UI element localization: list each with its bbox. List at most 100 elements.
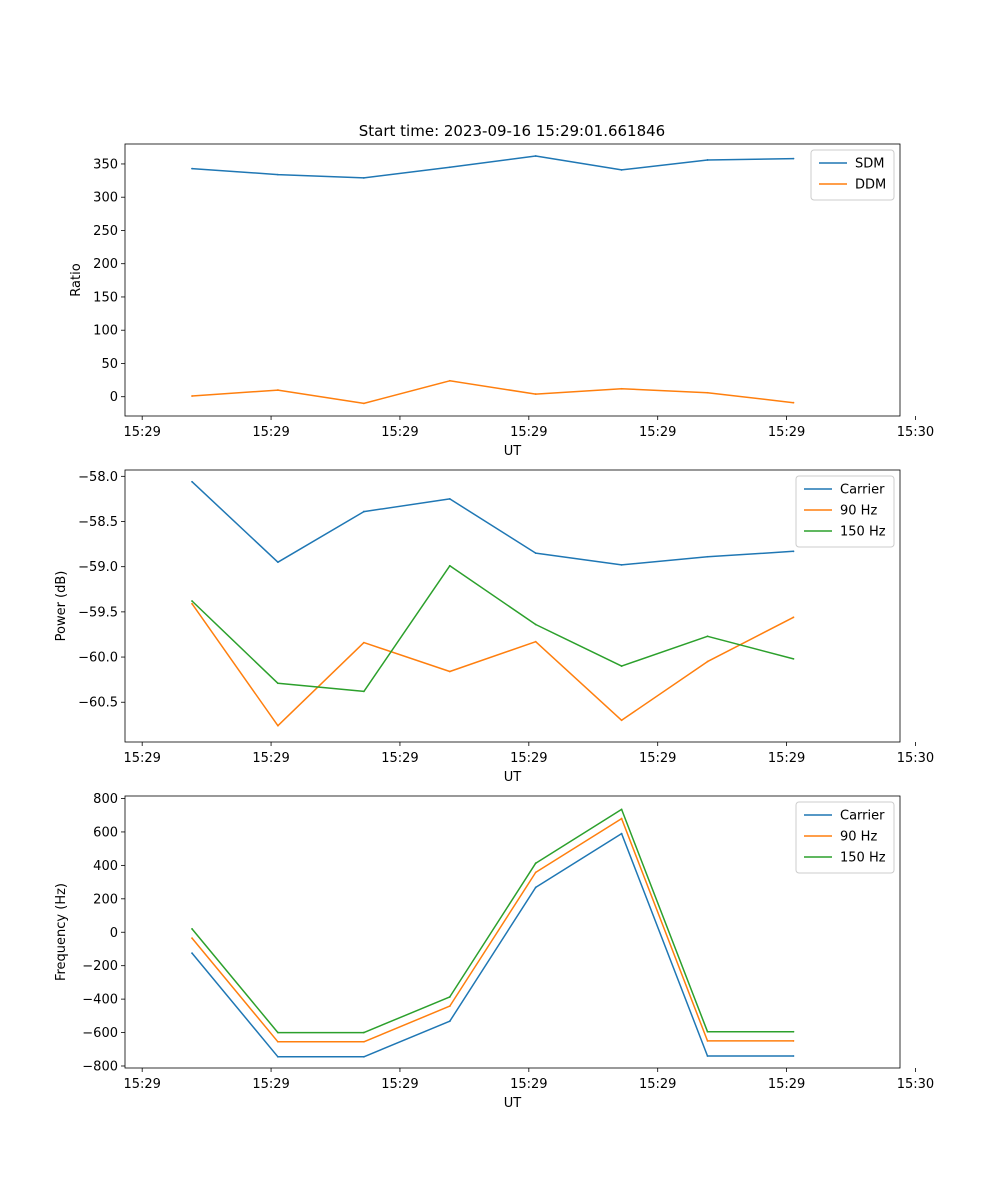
frequency-x-axis-label: UT [504,1096,522,1111]
data-point-sdm [191,167,193,170]
data-point-ddm [792,401,795,404]
power-axes-frame [124,469,901,743]
y-tick-label: 600 [93,825,118,840]
y-tick-label: −60.5 [78,696,118,711]
data-point-carrier [620,563,623,566]
x-tick-label: 15:29 [768,425,805,440]
data-point-90-hz [792,616,795,619]
data-point-90-hz [534,871,537,874]
y-tick-label: 150 [93,290,118,305]
data-point-90-hz [362,641,365,644]
data-point-sdm [706,159,709,161]
data-point-90-hz [620,719,623,722]
data-point-carrier [448,498,451,500]
series-line-carrier [191,481,794,566]
x-tick-label: 15:29 [381,1077,418,1092]
data-point-ddm [706,391,709,394]
panel-frequency: 15:29 15:29 15:29 15:29 15:29 15:29 15:30 −800 −… [54,792,934,1111]
frequency-y-axis-label: Frequency (Hz) [54,883,69,981]
data-point-sdm [620,169,623,171]
data-point-carrier [448,1020,451,1023]
data-point-carrier [706,555,709,558]
x-tick-label: 15:29 [123,751,160,766]
data-point-ddm [620,387,623,390]
y-tick-label: −800 [82,1059,118,1074]
data-point-sdm [534,155,537,157]
legend-label-90-hz: 90 Hz [840,504,877,519]
data-point-150-hz [620,665,623,667]
y-tick-label: 300 [93,191,118,206]
power-legend [795,475,895,548]
y-tick-label: −600 [82,1026,118,1041]
figure-title: Start time: 2023-09-16 15:29:01.661846 [359,122,665,140]
x-tick-label: 15:29 [639,1077,676,1092]
data-point-sdm [792,157,795,160]
power-y-axis-label: Power (dB) [54,571,69,642]
data-point-ddm [362,402,365,405]
y-tick-label: −58.5 [78,515,118,530]
data-point-150-hz [362,1031,365,1034]
x-tick-label: 15:29 [252,425,289,440]
data-point-90-hz [706,1040,709,1042]
data-point-150-hz [706,1030,709,1033]
data-point-90-hz [792,1040,795,1042]
frequency-legend [795,801,895,874]
x-tick-label: 15:29 [768,751,805,766]
data-point-90-hz [620,817,623,820]
data-point-ddm [191,395,193,397]
legend-label-150-hz: 150 Hz [840,851,886,866]
legend-label-ddm: DDM [855,178,886,193]
data-point-carrier [534,552,537,555]
x-tick-label: 15:30 [897,425,934,440]
data-point-sdm [277,173,279,176]
y-tick-label: 800 [93,792,118,807]
data-point-ddm [277,389,279,391]
x-tick-label: 15:29 [639,425,676,440]
data-point-carrier [191,480,193,483]
series-line-150-hz [191,808,794,1034]
data-point-sdm [448,166,451,169]
y-tick-label: −59.0 [78,560,118,575]
x-tick-label: 15:30 [897,751,934,766]
panel-power: 15:29 15:29 15:29 15:29 15:29 15:29 15:30 −60.5… [54,469,934,785]
y-tick-label: 100 [93,324,118,339]
data-point-90-hz [191,602,193,605]
x-tick-label: 15:29 [252,751,289,766]
legend-label-carrier: Carrier [840,483,885,498]
data-point-carrier [792,550,795,553]
x-tick-label: 15:29 [639,751,676,766]
series-line-150-hz [191,565,794,693]
data-point-carrier [362,510,365,513]
y-tick-label: −200 [82,959,118,974]
ratio-axes-frame [124,143,901,417]
legend-label-150-hz: 150 Hz [840,525,886,540]
series-line-carrier [191,832,794,1058]
y-tick-label: −58.0 [78,470,118,485]
series-line-sdm [191,155,794,179]
ratio-x-axis-label: UT [504,444,522,459]
data-point-90-hz [277,1040,279,1043]
y-tick-label: −59.5 [78,605,118,620]
x-tick-label: 15:29 [381,425,418,440]
data-point-150-hz [277,1031,279,1034]
x-tick-label: 15:29 [510,425,547,440]
data-point-carrier [277,561,279,564]
x-tick-label: 15:29 [252,1077,289,1092]
data-point-carrier [620,832,623,835]
data-point-150-hz [706,635,709,638]
data-point-90-hz [191,937,193,940]
data-point-carrier [792,1055,795,1057]
data-point-150-hz [620,808,623,811]
data-point-ddm [448,379,451,382]
y-tick-label: 200 [93,892,118,907]
y-tick-label: −60.0 [78,651,118,666]
x-tick-label: 15:29 [768,1077,805,1092]
x-tick-label: 15:29 [381,751,418,766]
data-point-150-hz [534,623,537,626]
data-point-90-hz [362,1040,365,1043]
y-tick-label: 250 [93,224,118,239]
data-point-90-hz [277,724,279,727]
series-line-ddm [191,380,794,405]
legend-label-carrier: Carrier [840,809,885,824]
y-tick-label: 0 [110,390,118,405]
